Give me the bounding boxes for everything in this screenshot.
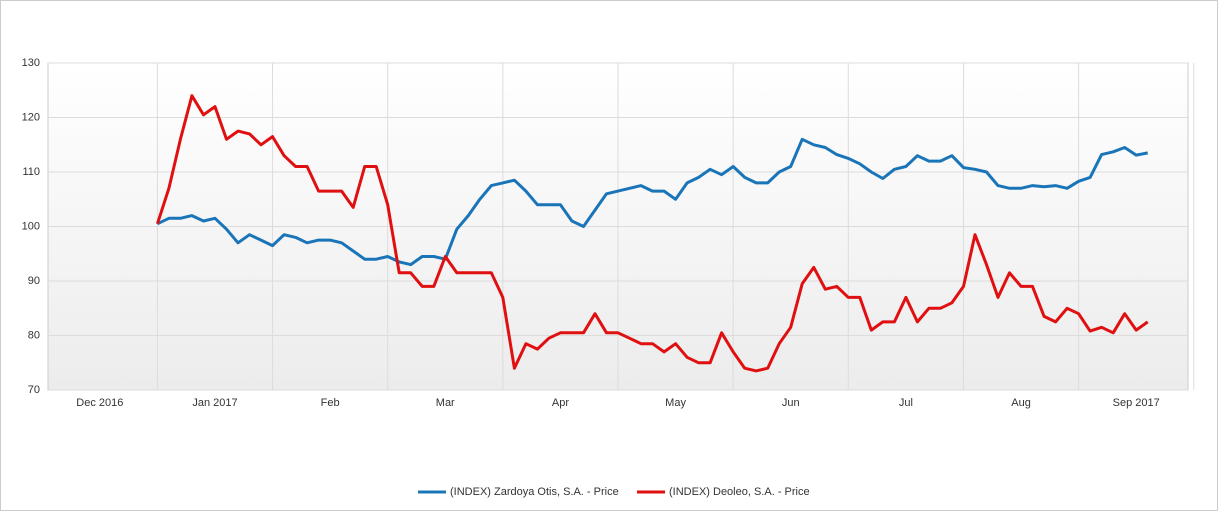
x-tick-label: Feb [321,397,340,409]
y-tick-label: 110 [22,166,40,178]
legend-label: (INDEX) Deoleo, S.A. - Price [669,486,810,498]
series-line [155,94,1149,373]
x-tick-label: Apr [552,397,569,409]
x-tick-label: Sep 2017 [1113,397,1160,409]
y-tick-label: 100 [22,220,40,232]
y-tick-label: 90 [28,275,40,287]
x-tick-label: Jan 2017 [192,397,237,409]
y-tick-label: 120 [22,111,40,123]
y-tick-label: 130 [22,57,40,69]
series-line [156,137,1148,267]
x-tick-label: Aug [1011,397,1031,409]
x-tick-label: Mar [436,397,455,409]
legend-label: (INDEX) Zardoya Otis, S.A. - Price [450,486,619,498]
x-tick-label: Jul [899,397,913,409]
y-tick-label: 70 [28,384,40,396]
x-tick-label: Jun [782,397,800,409]
x-tick-label: May [665,397,686,409]
x-tick-label: Dec 2016 [76,397,123,409]
y-tick-label: 80 [28,329,40,341]
